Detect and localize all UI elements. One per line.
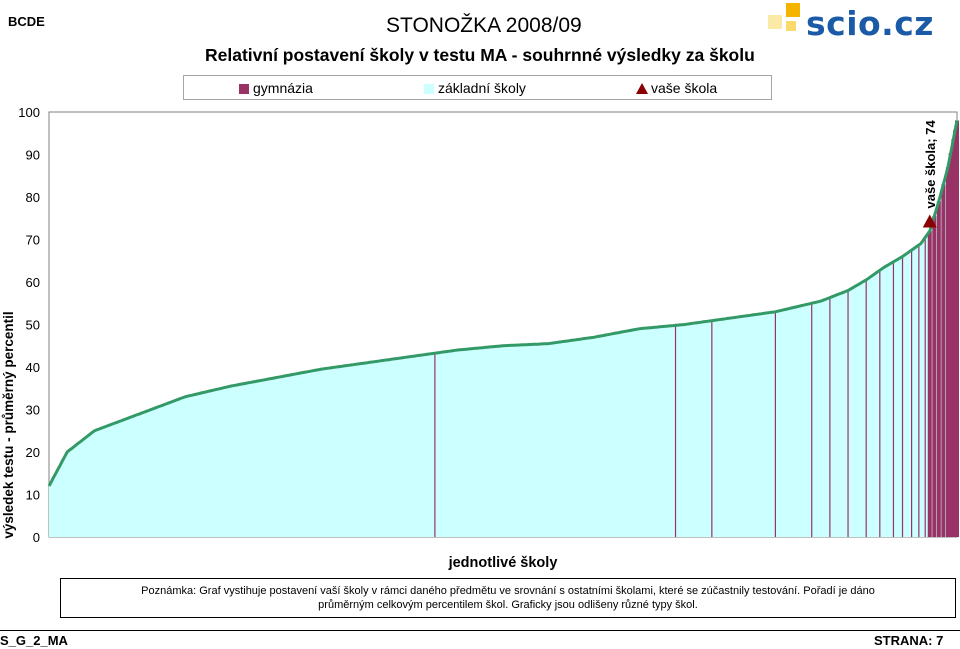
bar-gymnazium — [936, 201, 941, 537]
triangle-icon — [636, 83, 648, 94]
legend-item-vase-skola: vaše škola — [636, 80, 717, 96]
y-tick-label: 50 — [26, 318, 40, 333]
bar-gymnazium — [932, 216, 937, 537]
legend-item-gymnazia: gymnázia — [239, 80, 313, 96]
y-tick-label: 30 — [26, 403, 40, 418]
y-tick-label: 80 — [26, 190, 40, 205]
your-school-marker — [922, 214, 937, 228]
x-axis-label: jednotlivé školy — [448, 555, 558, 571]
y-axis: 0 10 20 30 40 50 60 70 80 90 100 — [18, 105, 40, 545]
scio-logo-icon — [768, 3, 800, 31]
y-tick-label: 20 — [26, 445, 40, 460]
chart-title: Relativní postavení školy v testu MA - s… — [205, 45, 755, 65]
bar-gymnazium — [927, 231, 932, 537]
bar-gymnazium — [948, 153, 953, 537]
note-box: Poznámka: Graf vystihuje postavení vaší … — [60, 578, 956, 618]
bar-gymnazium — [945, 167, 950, 537]
y-tick-label: 0 — [33, 530, 40, 545]
logo-text: scio.cz — [806, 4, 934, 43]
chart-area: 0 10 20 30 40 50 60 70 80 90 100 vaše škola; 74 vý… — [1, 105, 959, 571]
header-left-label: BCDE — [8, 14, 45, 29]
bar-gymnazium — [955, 120, 959, 537]
y-tick-label: 10 — [26, 488, 40, 503]
footer-page-number: STRANA: 7 — [874, 633, 944, 648]
footer-left-code: S_G_2_MA — [0, 633, 68, 648]
plot-area: vaše škola; 74 — [47, 111, 959, 538]
legend-swatch-gymnazia — [239, 84, 249, 94]
y-tick-label: 60 — [26, 275, 40, 290]
bar-gymnazium — [941, 184, 946, 537]
legend: gymnázia základní školy vaše škola — [183, 75, 772, 100]
note-line-1: Poznámka: Graf vystihuje postavení vaší … — [141, 585, 875, 597]
your-school-label: vaše škola; 74 — [923, 120, 938, 209]
header-title: STONOŽKA 2008/09 — [386, 14, 582, 37]
series-curve — [47, 120, 959, 487]
y-tick-label: 100 — [18, 105, 40, 120]
note-line-2: průměrným celkovým percentilem škol. Gra… — [318, 599, 698, 611]
footer-divider — [0, 630, 960, 631]
y-axis-label: výsledek testu - průměrný percentil — [1, 311, 16, 538]
legend-swatch-zakladni — [424, 84, 434, 94]
y-tick-label: 90 — [26, 148, 40, 163]
y-tick-label: 70 — [26, 233, 40, 248]
legend-item-zakladni: základní školy — [424, 80, 526, 96]
area-zakladni-skoly — [49, 120, 957, 537]
y-tick-label: 40 — [26, 360, 40, 375]
